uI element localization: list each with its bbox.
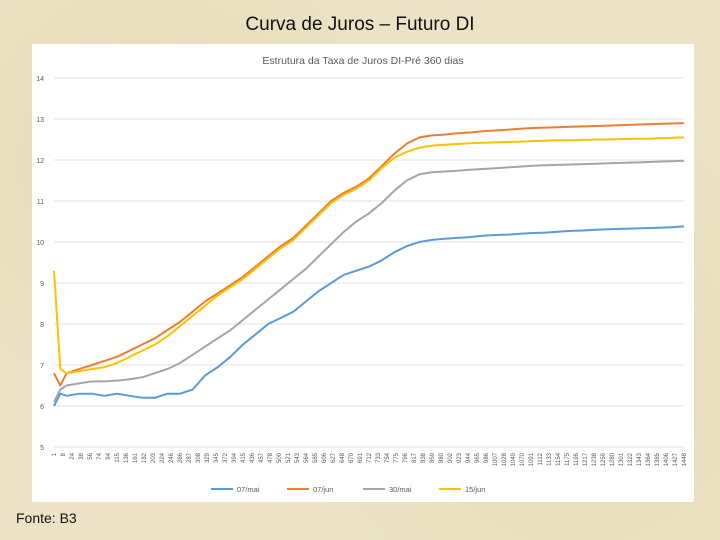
y-tick-label-5: 5: [40, 445, 44, 452]
x-tick-label: 394: [232, 452, 238, 463]
x-tick-label: 1385: [655, 452, 661, 466]
x-tick-label: 182: [142, 452, 148, 463]
x-tick-label: 24: [70, 452, 76, 459]
x-tick-label: 308: [196, 452, 202, 463]
x-tick-label: 266: [178, 452, 184, 463]
x-tick-label: 1427: [673, 452, 679, 466]
legend: 07/mai 07/jun 30/mai 15/jun: [211, 485, 485, 494]
x-tick-label: 94: [106, 452, 112, 459]
legend-label-07-jun: 07/jun: [313, 485, 333, 494]
x-tick-label: 246: [169, 452, 175, 463]
x-tick-label: 585: [313, 452, 319, 463]
x-tick-label: 478: [268, 452, 274, 463]
x-tick-label: 1322: [628, 452, 634, 466]
x-axis-ticks: 1 8 24 38 56 74 94 115 136 161 182 203 224 246 266 287 3…: [52, 452, 688, 466]
x-tick-label: 500: [277, 452, 283, 463]
x-tick-label: 287: [187, 452, 193, 463]
y-tick-label-14: 14: [36, 76, 44, 83]
x-tick-label: 564: [304, 452, 310, 463]
x-tick-label: 691: [358, 452, 364, 463]
x-tick-label: 838: [421, 452, 427, 463]
x-tick-label: 436: [250, 452, 256, 463]
x-tick-label: 1175: [565, 452, 571, 466]
x-tick-label: 859: [430, 452, 436, 463]
x-tick-label: 1343: [637, 452, 643, 466]
x-tick-label: 606: [322, 452, 328, 463]
x-tick-label: 986: [484, 452, 490, 463]
x-tick-label: 1133: [547, 452, 553, 466]
series-line-07-mai: [53, 225, 685, 407]
x-tick-label: 136: [124, 452, 130, 463]
x-tick-label: 415: [241, 452, 247, 463]
x-tick-label: 345: [214, 452, 220, 463]
chart-title: Estrutura da Taxa de Juros DI-Pré 360 di…: [262, 55, 463, 67]
source-footer: Fonte: B3: [16, 510, 77, 526]
x-tick-label: 1364: [646, 452, 652, 466]
x-tick-label: 1: [52, 452, 58, 456]
series-line-30-mai: [53, 159, 685, 403]
x-tick-label: 457: [259, 452, 265, 463]
x-tick-label: 796: [403, 452, 409, 463]
gridlines: [54, 77, 684, 448]
y-tick-label-8: 8: [40, 322, 44, 329]
series-line-15-jun: [53, 136, 685, 375]
x-tick-label: 1259: [601, 452, 607, 466]
x-tick-label: 923: [457, 452, 463, 463]
y-tick-label-10: 10: [36, 240, 44, 247]
x-tick-label: 8: [61, 452, 67, 456]
x-tick-label: 1007: [493, 452, 499, 466]
x-tick-label: 38: [79, 452, 85, 459]
x-tick-label: 775: [394, 452, 400, 463]
legend-label-07-mai: 07/mai: [237, 485, 260, 494]
x-tick-label: 733: [376, 452, 382, 463]
x-tick-label: 1301: [619, 452, 625, 466]
y-tick-label-13: 13: [36, 117, 44, 124]
x-tick-label: 1238: [592, 452, 598, 466]
y-tick-label-11: 11: [37, 199, 44, 206]
yield-curve-chart: Estrutura da Taxa de Juros DI-Pré 360 di…: [36, 55, 688, 494]
x-tick-label: 1049: [511, 452, 517, 466]
x-tick-label: 817: [412, 452, 418, 463]
x-tick-label: 648: [340, 452, 346, 463]
x-tick-label: 1448: [682, 452, 688, 466]
x-tick-label: 329: [205, 452, 211, 463]
x-tick-label: 56: [88, 452, 94, 459]
x-tick-label: 902: [448, 452, 454, 463]
x-tick-label: 521: [286, 452, 292, 463]
x-tick-label: 880: [439, 452, 445, 463]
x-tick-label: 1217: [583, 452, 589, 466]
y-tick-label-12: 12: [36, 158, 44, 165]
legend-label-15-jun: 15/jun: [465, 485, 485, 494]
x-tick-label: 1196: [574, 452, 580, 466]
series-lines: [53, 122, 685, 407]
x-tick-label: 1280: [610, 452, 616, 466]
legend-label-30-mai: 30/mai: [389, 485, 412, 494]
x-tick-label: 372: [223, 452, 229, 463]
x-tick-label: 712: [367, 452, 373, 463]
slide-title: Curva de Juros – Futuro DI: [245, 14, 475, 35]
x-tick-label: 161: [133, 452, 139, 463]
x-tick-label: 1070: [520, 452, 526, 466]
x-tick-label: 670: [349, 452, 355, 463]
x-tick-label: 1154: [556, 452, 562, 466]
chart-panel: Estrutura da Taxa de Juros DI-Pré 360 di…: [32, 44, 694, 502]
x-tick-label: 115: [115, 452, 121, 462]
series-line-07-jun: [53, 122, 685, 387]
x-tick-label: 543: [295, 452, 301, 463]
y-axis-ticks: 5 6 7 8 9 10 11 12 13 14: [36, 76, 44, 452]
y-tick-label-6: 6: [40, 404, 44, 411]
y-tick-label-7: 7: [40, 363, 44, 370]
x-tick-label: 965: [475, 452, 481, 463]
x-tick-label: 944: [466, 452, 472, 463]
x-tick-label: 1406: [664, 452, 670, 466]
x-tick-label: 1028: [502, 452, 508, 466]
x-tick-label: 74: [97, 452, 103, 459]
x-tick-label: 224: [160, 452, 166, 463]
y-tick-label-9: 9: [40, 281, 44, 288]
x-tick-label: 1112: [538, 452, 544, 465]
x-tick-label: 1091: [529, 452, 535, 466]
x-tick-label: 754: [385, 452, 391, 463]
x-tick-label: 627: [331, 452, 337, 463]
x-tick-label: 203: [151, 452, 157, 463]
